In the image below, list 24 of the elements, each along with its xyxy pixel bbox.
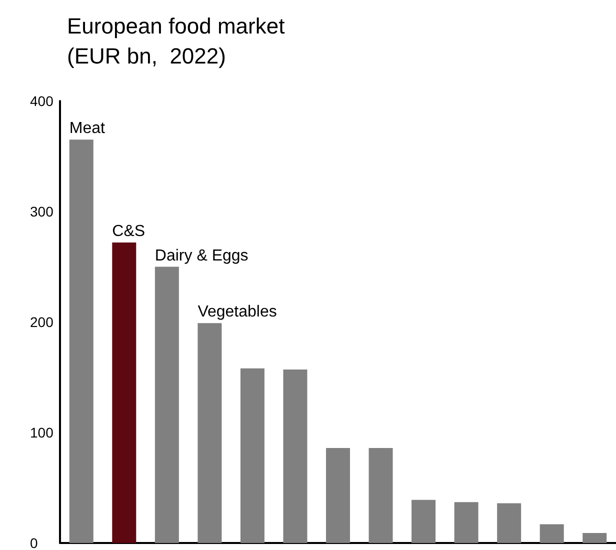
- y-tick-label: 0: [30, 535, 38, 550]
- annotation: Meat: [69, 120, 106, 138]
- bar: [368, 448, 393, 543]
- bar: [198, 323, 222, 543]
- bar: [582, 533, 607, 543]
- chart-subtitle: (EUR bn, 2022): [67, 44, 226, 68]
- bar: [540, 524, 564, 543]
- y-tick-label: 300: [30, 204, 54, 220]
- bar: [412, 500, 436, 543]
- y-tick-label: 100: [30, 424, 54, 440]
- y-tick-label: 400: [30, 93, 54, 109]
- bar: [69, 140, 94, 543]
- bar: [454, 502, 478, 543]
- annotation: C&S: [112, 222, 146, 240]
- y-tick-label: 200: [30, 314, 54, 330]
- chart-title: European food market: [67, 14, 285, 38]
- annotation: Dairy & Eggs: [154, 247, 248, 264]
- annotation: Vegetables: [198, 304, 277, 321]
- bar: [240, 368, 264, 543]
- bar: [154, 266, 179, 543]
- bar: [112, 242, 136, 543]
- bar: [326, 448, 350, 543]
- bar: [497, 503, 522, 543]
- bar: [283, 370, 308, 543]
